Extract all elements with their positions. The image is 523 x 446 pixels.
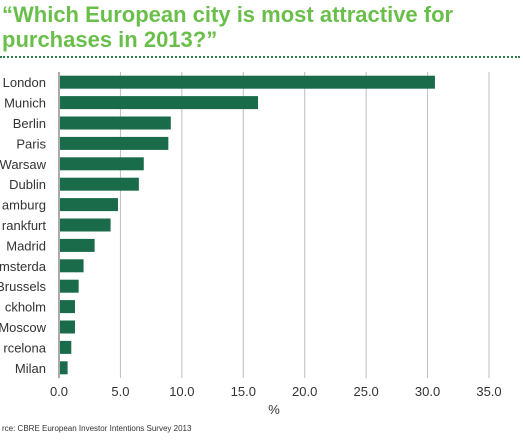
bar <box>60 279 79 293</box>
category-label: rcelona <box>3 340 46 355</box>
category-labels: London Munich Berlin Paris Warsaw Dublin ambur… <box>0 75 47 376</box>
title-divider <box>0 56 520 58</box>
category-label: Munich <box>4 96 46 111</box>
chart-title: “Which European city is most attractive … <box>2 2 454 52</box>
category-label: London <box>3 75 46 90</box>
bar <box>60 320 75 334</box>
category-label: rankfurt <box>2 218 46 233</box>
bar <box>60 157 144 171</box>
bar <box>60 198 118 212</box>
bar <box>60 116 171 130</box>
bars-group <box>60 75 435 375</box>
x-tick-label: 25.0 <box>353 384 378 399</box>
category-label: Madrid <box>6 238 46 253</box>
bar <box>60 361 68 375</box>
category-label: msterda <box>0 259 47 274</box>
category-label: amburg <box>2 198 46 213</box>
grid-lines <box>58 72 490 378</box>
x-tick-label: 10.0 <box>169 384 194 399</box>
bar <box>60 340 72 354</box>
bar <box>60 259 84 273</box>
x-tick-label: 20.0 <box>292 384 317 399</box>
category-label: Warsaw <box>0 157 47 172</box>
x-tick-label: 35.0 <box>476 384 501 399</box>
category-label: Brussels <box>0 279 46 294</box>
bar <box>60 177 139 191</box>
x-tick-label: 15.0 <box>231 384 256 399</box>
bar <box>60 238 95 252</box>
bar <box>60 300 75 314</box>
x-tick-label: 5.0 <box>111 384 129 399</box>
bar <box>60 75 435 89</box>
category-label: Dublin <box>9 177 46 192</box>
x-tick-label: 30.0 <box>415 384 440 399</box>
category-label: Milan <box>15 361 46 376</box>
x-axis-label: % <box>268 402 280 417</box>
category-label: ckholm <box>5 300 46 315</box>
source-note: rce: CBRE European Investor Intentions S… <box>2 424 192 433</box>
x-tick-label: 0.0 <box>50 384 68 399</box>
category-label: Berlin <box>13 116 46 131</box>
category-label: Moscow <box>0 320 47 335</box>
x-tick-labels: 0.0 5.0 10.0 15.0 20.0 25.0 30.0 35.0 <box>50 384 502 399</box>
category-label: Paris <box>16 136 46 151</box>
bar <box>60 96 259 110</box>
bar <box>60 218 111 232</box>
bar <box>60 136 169 150</box>
